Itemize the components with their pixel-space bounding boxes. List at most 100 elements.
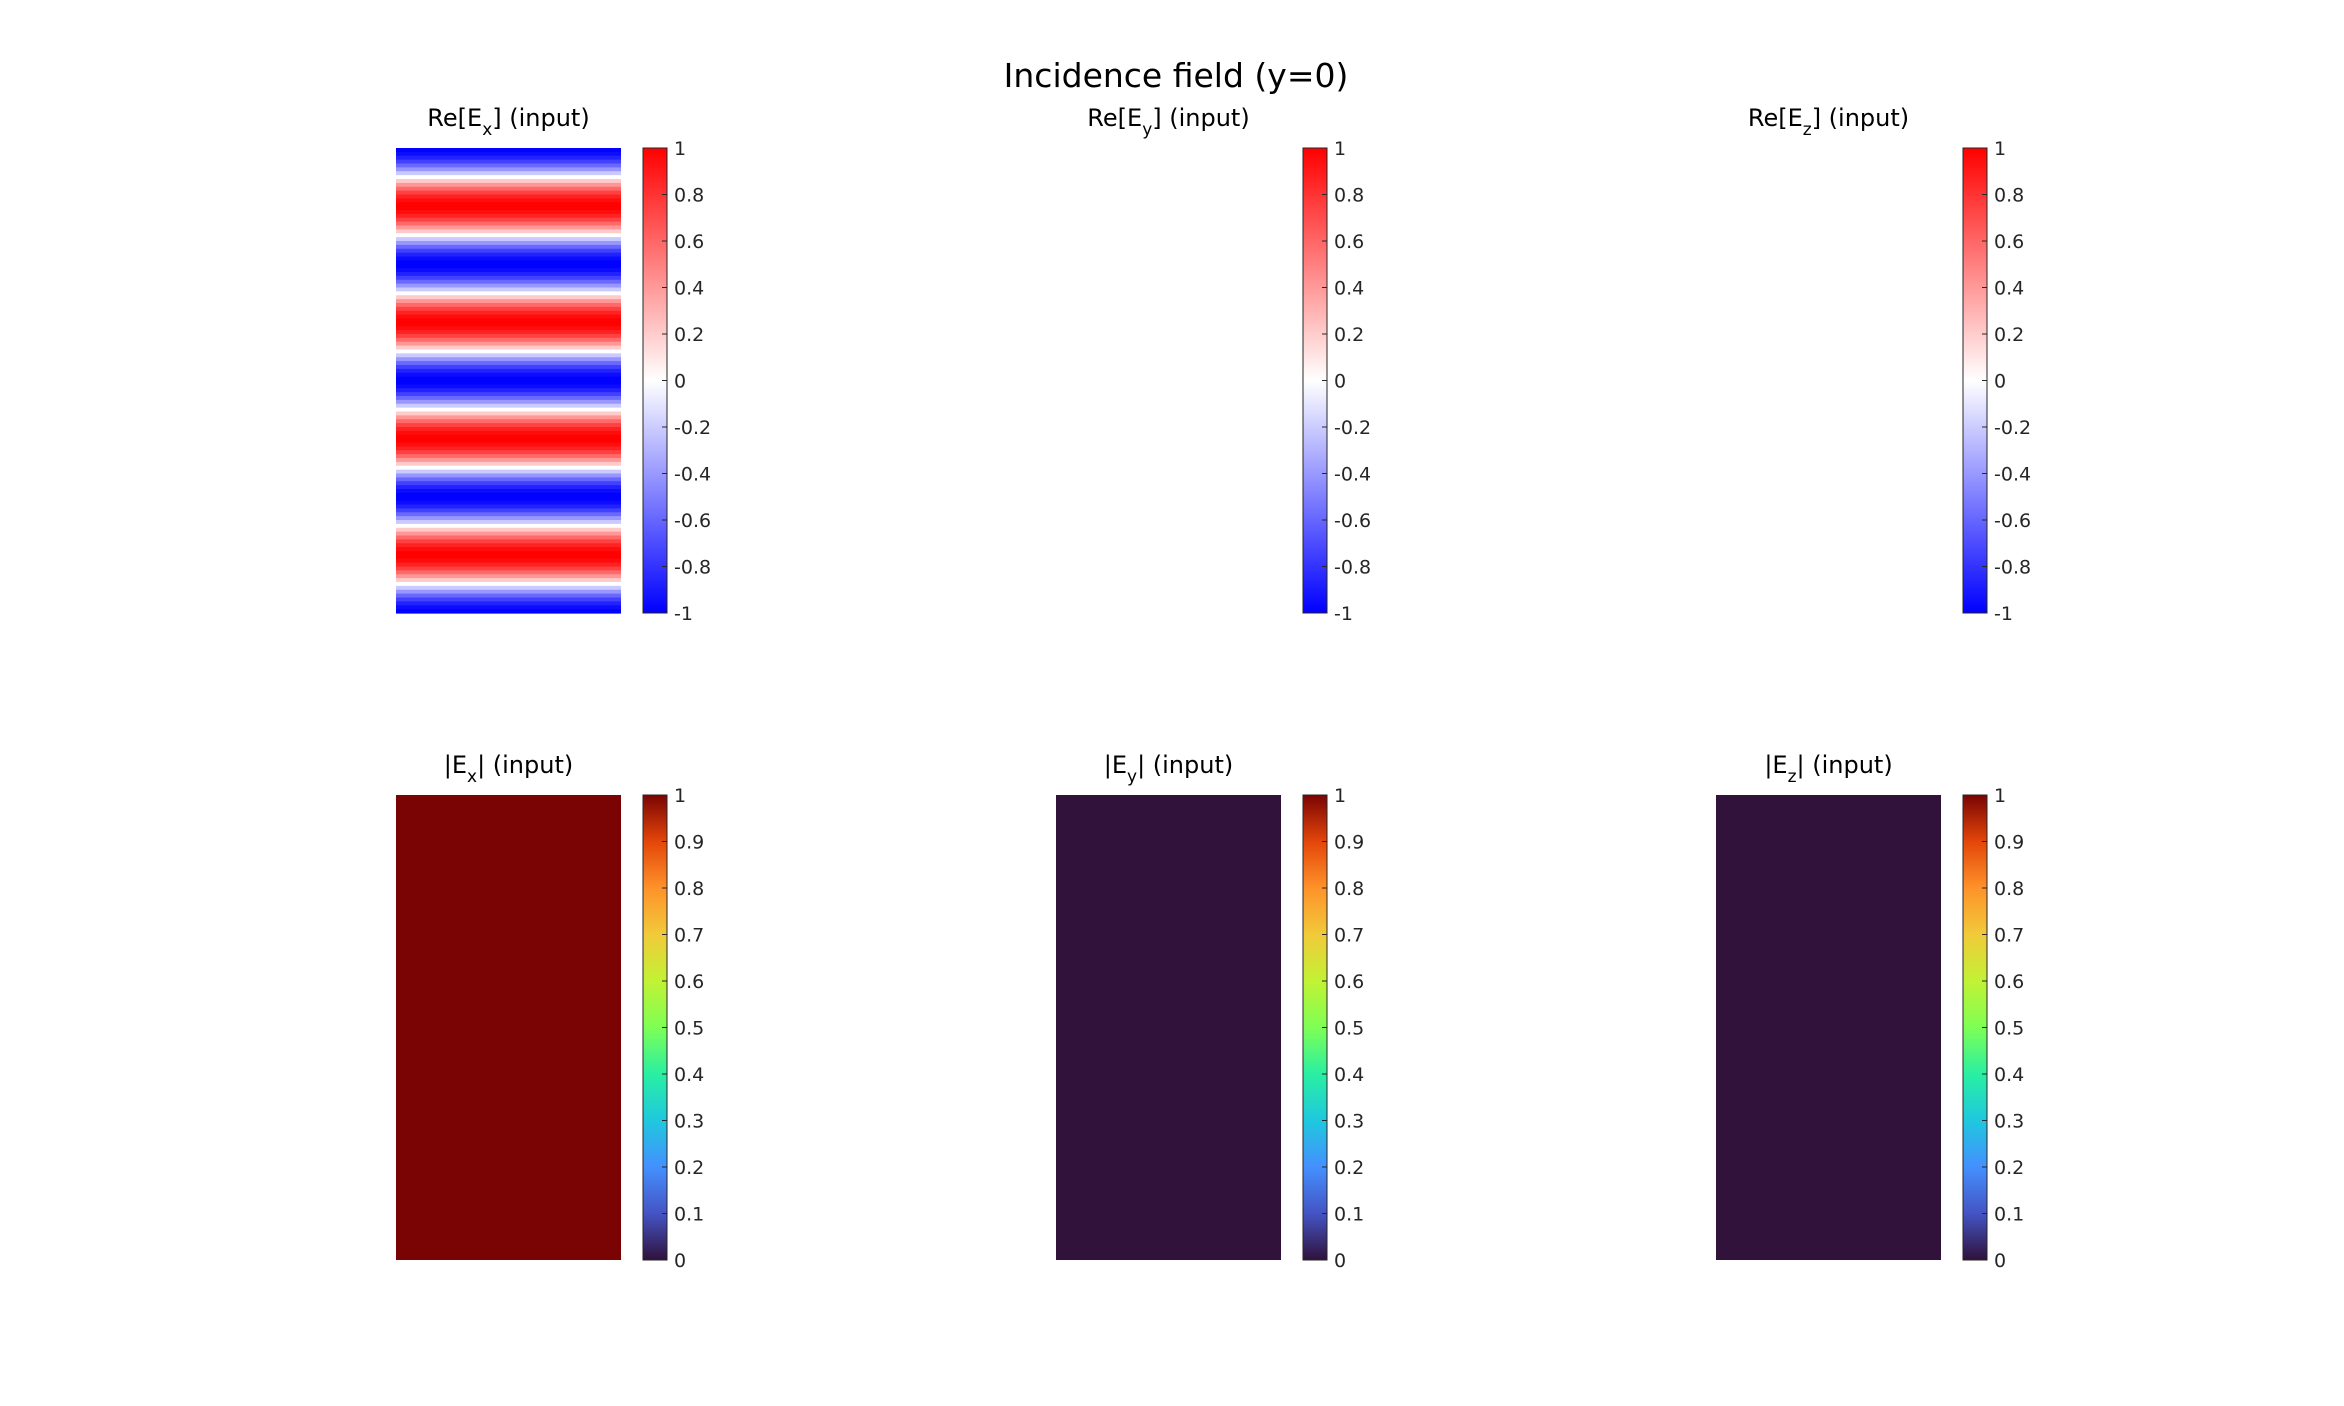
colorbar-tick-label: -0.4 <box>1994 464 2031 486</box>
heatmap-row <box>396 330 621 335</box>
heatmap-row <box>396 175 621 180</box>
heatmap-cell <box>1716 795 1941 1260</box>
colorbar-tick-label: -1 <box>674 603 693 625</box>
heatmap-row <box>396 368 621 374</box>
colorbar-tick-label: 0.2 <box>674 324 704 346</box>
colorbar-tick-label: 0.2 <box>1994 1157 2024 1179</box>
colorbar-tick-label: 0.6 <box>1334 231 1364 253</box>
colorbar-tick-label: 0 <box>674 1250 686 1272</box>
heatmap-row <box>396 446 621 451</box>
heatmap-row <box>396 376 621 382</box>
panel-title-suffix: | (input) <box>1137 751 1233 779</box>
colorbar-tick-label: -0.2 <box>1994 417 2031 439</box>
heatmap-row <box>396 430 621 436</box>
heatmap-row <box>396 151 621 157</box>
heatmap-row <box>396 492 621 498</box>
panel-5: |Ey| (input) 1 0.9 0.8 0.7 0.6 0.5 0.4 0.3 0.2 0.1… <box>1056 751 1364 1272</box>
heatmap-row <box>396 221 621 227</box>
heatmap-row <box>396 326 621 331</box>
colorbar-tick-label: 1 <box>674 138 686 160</box>
heatmap-row <box>396 520 621 525</box>
colorbar-tick-label: 0.5 <box>1334 1018 1364 1040</box>
heatmap-row <box>396 283 621 289</box>
heatmap <box>396 795 621 1260</box>
heatmap-row <box>396 210 621 215</box>
heatmap-row <box>396 399 621 405</box>
heatmap-row <box>396 597 621 602</box>
panel-title-main: |E <box>444 751 467 779</box>
colorbar-tick-label: 1 <box>1334 785 1346 807</box>
heatmap-row <box>396 396 621 401</box>
colorbar-tick-label: 0 <box>1994 371 2006 393</box>
panel-title: |Ex| (input) <box>444 751 574 787</box>
heatmap-row <box>396 171 621 176</box>
heatmap-row <box>396 562 621 568</box>
colorbar-tick-label: -0.6 <box>1334 510 1371 532</box>
colorbar-tick-label: 0.7 <box>674 925 704 947</box>
heatmap-row <box>396 554 621 560</box>
panel-title-subscript: z <box>1788 767 1797 787</box>
heatmap-row <box>396 527 621 533</box>
heatmap-row <box>396 485 621 490</box>
heatmap-row <box>396 403 621 409</box>
heatmap-row <box>396 508 621 513</box>
heatmap-row <box>396 551 621 556</box>
heatmap-row <box>396 361 621 366</box>
heatmap-row <box>396 450 621 455</box>
colorbar-tick-label: 0.5 <box>1994 1018 2024 1040</box>
colorbar-tick-label: 0.2 <box>1994 324 2024 346</box>
colorbar-tick-label: -1 <box>1994 603 2013 625</box>
colorbar-tick-label: 0.6 <box>1994 231 2024 253</box>
colorbar-tick-label: 0.9 <box>1994 832 2024 854</box>
heatmap-row <box>396 341 621 347</box>
heatmap-row <box>396 574 621 579</box>
panel-title-suffix: | (input) <box>1797 751 1893 779</box>
colorbar-tick-label: 0.2 <box>674 1157 704 1179</box>
heatmap-row <box>396 365 621 370</box>
heatmap-row <box>396 353 621 358</box>
heatmap-row <box>396 275 621 281</box>
heatmap-row <box>396 260 621 265</box>
colorbar-tick-label: -0.8 <box>1334 557 1371 579</box>
heatmap-row <box>396 357 621 362</box>
panel-title-main: |E <box>1104 751 1127 779</box>
panel-title: |Ey| (input) <box>1104 751 1234 787</box>
heatmap-row <box>396 256 621 261</box>
heatmap-row <box>396 244 621 250</box>
heatmap-row <box>396 593 621 599</box>
heatmap-row <box>396 372 621 378</box>
colorbar-tick-label: 0 <box>674 371 686 393</box>
heatmap-row <box>396 539 621 544</box>
heatmap <box>396 148 621 614</box>
heatmap-row <box>396 248 621 254</box>
heatmap-row <box>396 306 621 312</box>
heatmap-row <box>396 477 621 482</box>
colorbar-tick-label: -0.8 <box>674 557 711 579</box>
heatmap-row <box>396 264 621 269</box>
panel-title-suffix: ] (input) <box>492 104 589 132</box>
heatmap-row <box>396 217 621 223</box>
heatmap-row <box>396 384 621 389</box>
panel-3: Re[Ez] (input) 1 0.8 0.6 0.4 0.2 0 -0.2 -0.4 -0.6… <box>1748 104 2031 625</box>
heatmap-row <box>396 252 621 258</box>
heatmap-row <box>396 295 621 300</box>
colorbar-tick-label: 0.4 <box>1334 1064 1364 1086</box>
heatmap-row <box>396 194 621 199</box>
heatmap-row <box>396 473 621 478</box>
panel-6: |Ez| (input) 1 0.9 0.8 0.7 0.6 0.5 0.4 0.3 0.2 0.1… <box>1716 751 2024 1272</box>
heatmap-row <box>396 163 621 168</box>
heatmap-row <box>396 345 621 351</box>
heatmap-row <box>396 206 621 211</box>
heatmap-row <box>396 489 621 494</box>
heatmap-row <box>396 558 621 564</box>
heatmap-row <box>396 609 621 614</box>
heatmap-row <box>396 314 621 320</box>
heatmap-row <box>396 334 621 339</box>
colorbar-tick-label: 1 <box>1994 138 2006 160</box>
heatmap-row <box>396 516 621 521</box>
heatmap-row <box>396 407 621 413</box>
heatmap-row <box>396 272 621 277</box>
colorbar-tick-label: 0.9 <box>1334 832 1364 854</box>
heatmap-row <box>396 198 621 203</box>
colorbar-tick-label: 0.1 <box>1994 1204 2024 1226</box>
